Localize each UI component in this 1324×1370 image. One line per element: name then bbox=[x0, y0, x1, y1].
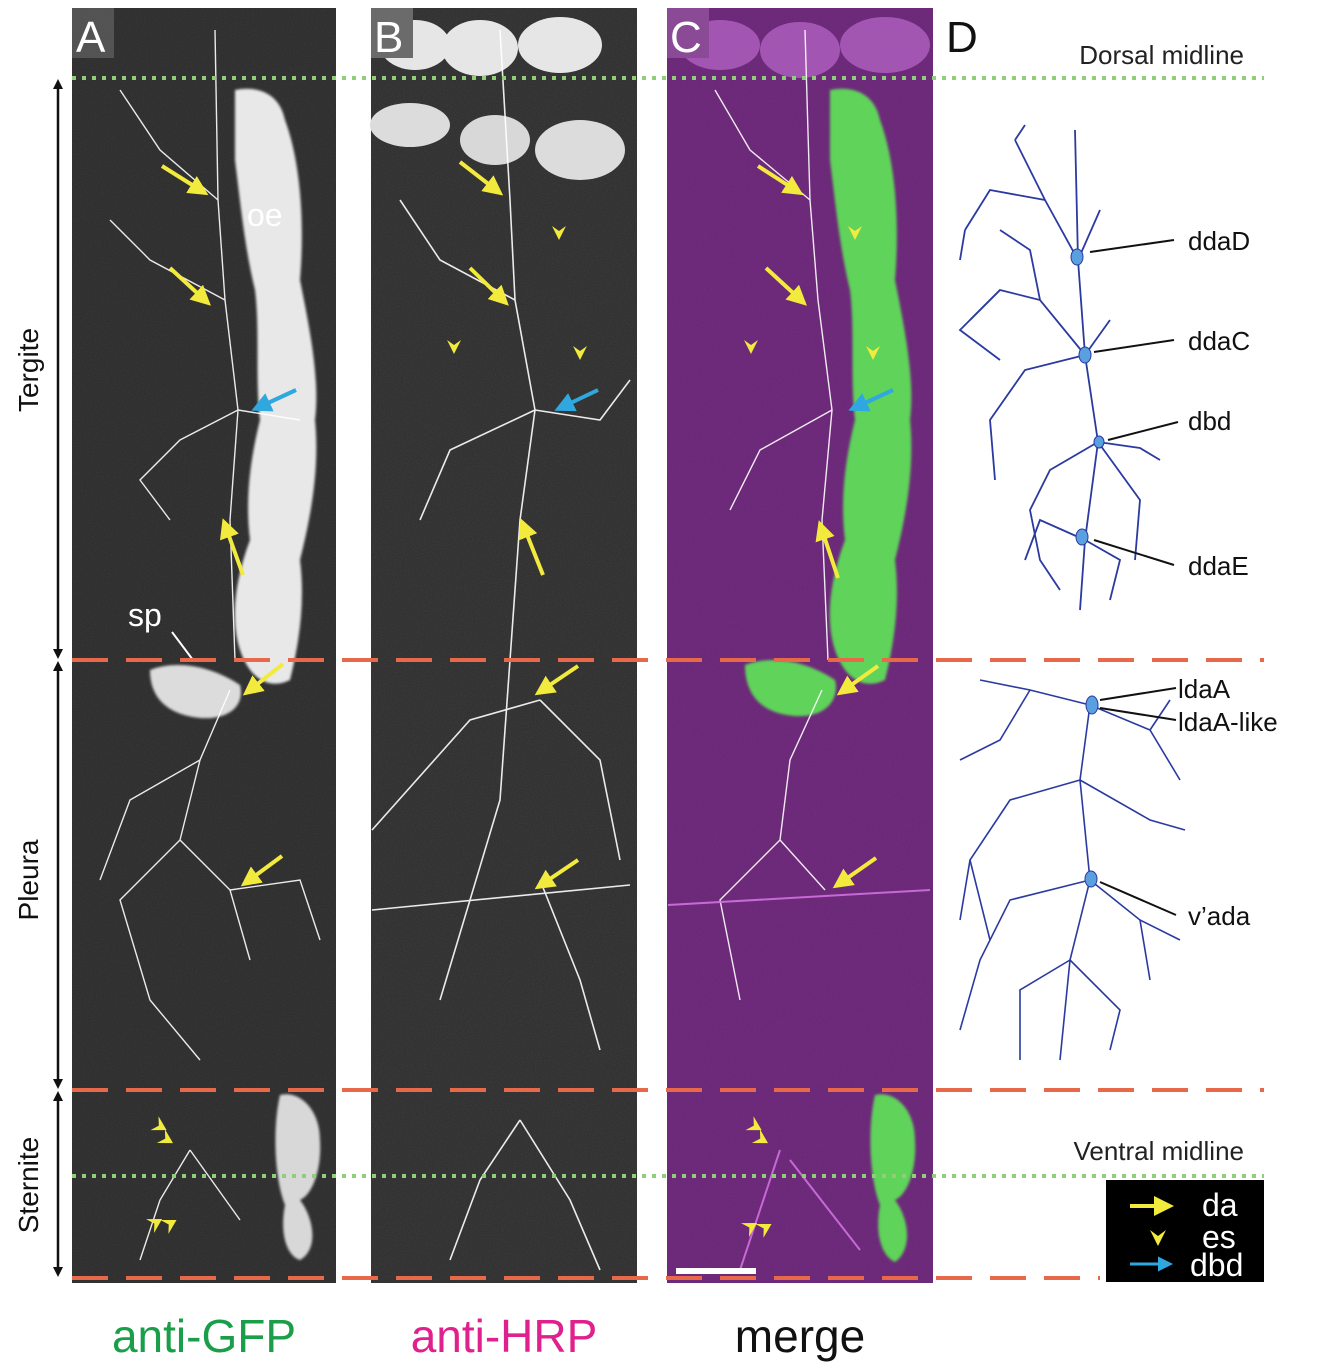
panel-letter-c-box: C bbox=[667, 8, 709, 62]
caption-merge: merge bbox=[735, 1310, 865, 1362]
da-arrow bbox=[836, 664, 880, 696]
es-arrowhead bbox=[744, 340, 758, 354]
es-arrowhead bbox=[552, 226, 566, 240]
panel-letter-b: B bbox=[374, 13, 403, 62]
ldaA-label: ldaA bbox=[1178, 674, 1231, 704]
es-arrowhead-pair bbox=[150, 1116, 174, 1144]
es-arrowhead bbox=[573, 346, 587, 360]
panel-letter-b-box: B bbox=[371, 8, 413, 62]
dbd-arrow bbox=[554, 388, 599, 412]
annotation-arrows bbox=[160, 160, 894, 890]
sp-pointer bbox=[171, 631, 194, 661]
tracing-dorsal bbox=[958, 124, 1161, 611]
segment-boundaries bbox=[72, 658, 1264, 1280]
legend-da-label: da bbox=[1202, 1187, 1238, 1223]
da-arrow bbox=[832, 856, 878, 889]
da-arrow bbox=[764, 266, 807, 306]
ddaD-soma bbox=[1070, 248, 1084, 266]
da-arrow bbox=[240, 854, 284, 887]
da-arrow bbox=[518, 518, 545, 576]
legend: da es dbd bbox=[1106, 1180, 1264, 1283]
ddaE-soma bbox=[1075, 528, 1089, 546]
panel-c-image bbox=[667, 8, 933, 1283]
da-arrow bbox=[756, 164, 804, 196]
dbd-arrow bbox=[848, 388, 894, 412]
da-arrow bbox=[534, 858, 580, 890]
vada-label: v’ada bbox=[1188, 901, 1251, 931]
da-arrow bbox=[160, 164, 209, 196]
da-arrow bbox=[242, 662, 285, 696]
panel-b-image bbox=[370, 8, 637, 1283]
panel-letter-c: C bbox=[670, 13, 702, 62]
da-arrow bbox=[458, 160, 504, 196]
da-arrow bbox=[468, 266, 509, 306]
ddaE-label: ddaE bbox=[1188, 551, 1249, 581]
ddaD-label: ddaD bbox=[1188, 226, 1250, 256]
legend-es-arrowhead bbox=[1150, 1230, 1166, 1246]
neuron-label-leaders bbox=[1089, 239, 1179, 916]
es-arrowhead bbox=[866, 346, 880, 360]
ddaC-label: ddaC bbox=[1188, 326, 1250, 356]
da-arrow bbox=[534, 664, 580, 696]
caption-anti-gfp: anti-GFP bbox=[112, 1310, 296, 1362]
es-arrowhead bbox=[447, 340, 461, 354]
es-arrowheads bbox=[146, 226, 880, 1238]
pleura-label: Pleura bbox=[13, 839, 44, 920]
dorsal-midline-label: Dorsal midline bbox=[1079, 40, 1244, 70]
da-arrow bbox=[168, 266, 211, 306]
es-arrowhead bbox=[848, 226, 862, 240]
tergite-label: Tergite bbox=[13, 328, 44, 412]
panel-letter-d: D bbox=[946, 13, 978, 62]
ldaA-like-label: ldaA-like bbox=[1178, 707, 1278, 737]
dbd-label: dbd bbox=[1188, 406, 1231, 436]
dbd-arrow bbox=[251, 388, 297, 412]
sternite-label: Sternite bbox=[13, 1137, 44, 1234]
caption-anti-hrp: anti-HRP bbox=[411, 1310, 598, 1362]
midlines bbox=[72, 76, 1264, 1178]
tracing-lateral bbox=[959, 679, 1186, 1061]
panel-letter-a: A bbox=[76, 13, 106, 62]
vada-soma bbox=[1084, 870, 1098, 888]
legend-dbd-label: dbd bbox=[1190, 1247, 1243, 1283]
scale-bar bbox=[676, 1268, 756, 1274]
legend-es-label: es bbox=[1202, 1219, 1236, 1255]
ddaC-soma bbox=[1078, 346, 1092, 364]
panel-a-image bbox=[72, 8, 336, 1283]
es-arrowhead-pair bbox=[146, 1219, 177, 1234]
tracing-somata bbox=[1070, 248, 1105, 888]
oe-label: oe bbox=[247, 197, 283, 233]
da-arrow bbox=[219, 518, 245, 576]
dbd-soma bbox=[1093, 435, 1105, 449]
es-arrowhead-pair bbox=[741, 1223, 772, 1238]
es-arrowhead-pair bbox=[745, 1116, 769, 1144]
sp-label: sp bbox=[128, 597, 162, 633]
da-arrow bbox=[815, 520, 840, 579]
ventral-midline-label: Ventral midline bbox=[1073, 1136, 1244, 1166]
ldaA-soma bbox=[1085, 695, 1099, 715]
panel-letter-a-box: A bbox=[72, 8, 114, 62]
